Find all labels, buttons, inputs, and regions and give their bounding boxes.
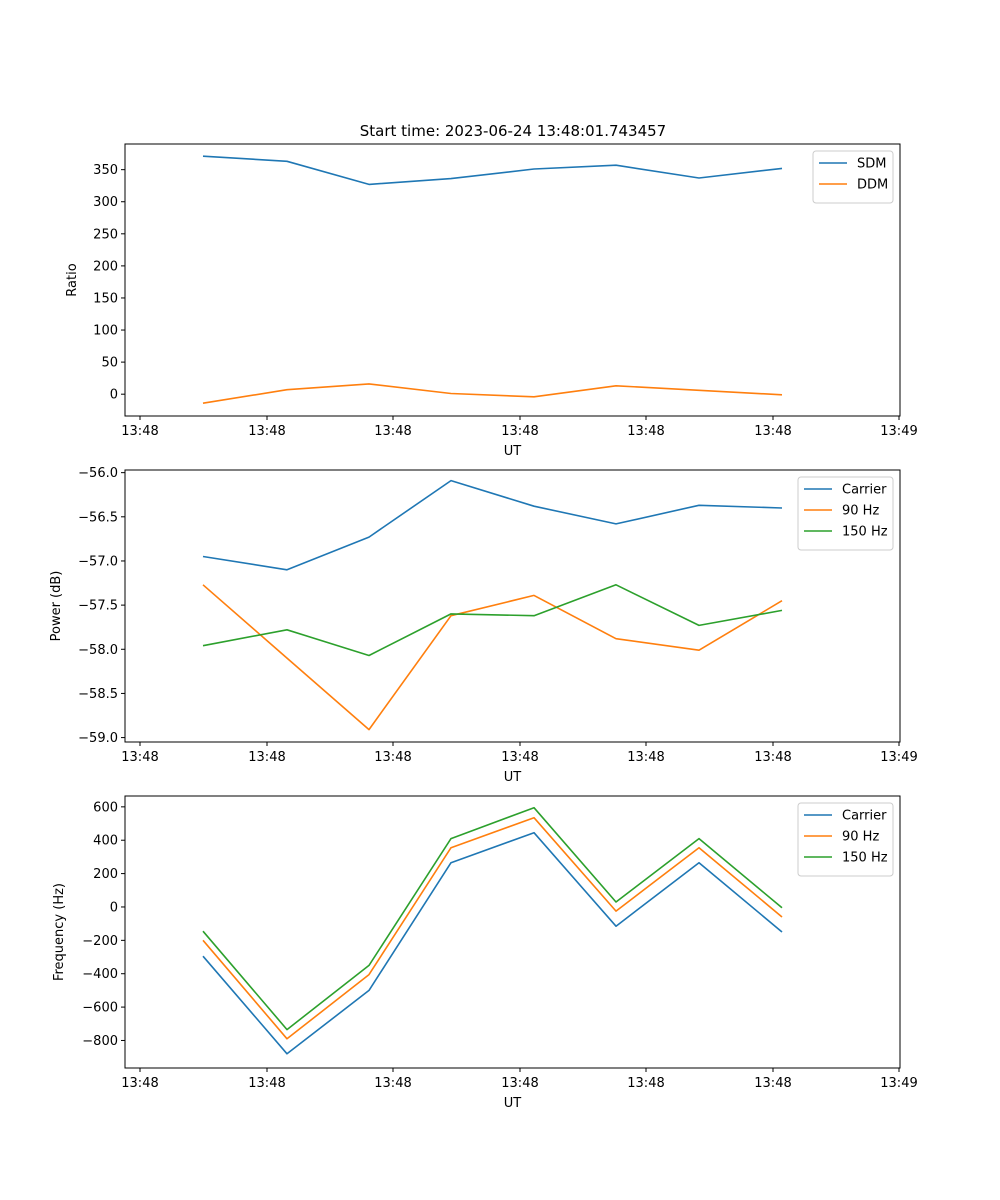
x-axis-label: UT xyxy=(504,1096,522,1111)
x-tick-label: 13:48 xyxy=(374,1076,411,1091)
x-tick-label: 13:48 xyxy=(501,750,538,765)
x-tick-label: 13:48 xyxy=(627,750,664,765)
x-axis-label: UT xyxy=(504,444,522,459)
y-tick-label: 300 xyxy=(93,195,118,210)
axes-frame xyxy=(124,143,901,417)
axes-frame xyxy=(124,469,901,743)
y-tick-label: −200 xyxy=(82,934,118,949)
legend-label: Carrier xyxy=(842,483,887,498)
y-tick-label: 50 xyxy=(101,356,118,371)
x-tick-label: 13:49 xyxy=(880,424,917,439)
chart-panel-2: 13:48 13:48 13:48 13:48 13:48 13:48 13:49 −59.0… xyxy=(49,466,918,785)
y-tick-label: −57.0 xyxy=(78,554,118,569)
y-tick-label: −800 xyxy=(82,1034,118,1049)
x-tick-label: 13:48 xyxy=(627,424,664,439)
series-line-3 xyxy=(202,583,783,657)
y-tick-label: −56.5 xyxy=(78,510,118,525)
x-tick-label: 13:48 xyxy=(627,1076,664,1091)
y-tick-label: 250 xyxy=(93,227,118,242)
y-tick-label: −56.0 xyxy=(78,466,118,481)
y-tick-label: 350 xyxy=(93,163,118,178)
series-line-1 xyxy=(202,155,783,186)
legend-label: Carrier xyxy=(842,809,887,824)
legend-label: SDM xyxy=(857,157,886,172)
x-tick-label: 13:48 xyxy=(754,1076,791,1091)
x-tick-label: 13:48 xyxy=(121,1076,158,1091)
y-axis-label: Power (dB) xyxy=(49,571,64,642)
y-tick-label: 150 xyxy=(93,291,118,306)
chart-panel-1: 13:48 13:48 13:48 13:48 13:48 13:48 13:49 0 50 10… xyxy=(65,143,918,459)
x-tick-label: 13:48 xyxy=(754,750,791,765)
series-line-2 xyxy=(202,383,783,404)
legend-label: 90 Hz xyxy=(842,830,879,845)
legend: Carrier 90 Hz 150 Hz xyxy=(797,802,894,877)
legend-label: 150 Hz xyxy=(842,851,888,866)
x-tick-label: 13:49 xyxy=(880,750,917,765)
series-line-2 xyxy=(202,584,783,731)
legend: SDM DDM xyxy=(812,150,894,204)
x-tick-label: 13:48 xyxy=(374,424,411,439)
legend-label: 150 Hz xyxy=(842,525,888,540)
y-tick-label: −600 xyxy=(82,1001,118,1016)
y-tick-label: 0 xyxy=(110,900,118,915)
x-tick-label: 13:48 xyxy=(374,750,411,765)
y-tick-label: −57.5 xyxy=(78,599,118,614)
y-tick-label: 600 xyxy=(93,800,118,815)
y-tick-label: 100 xyxy=(93,324,118,339)
x-tick-label: 13:48 xyxy=(248,424,285,439)
y-axis-label: Frequency (Hz) xyxy=(52,883,67,981)
series-line-2 xyxy=(202,816,783,1040)
legend-label: 90 Hz xyxy=(842,504,879,519)
chart-panel-3: 13:48 13:48 13:48 13:48 13:48 13:48 13:49 −800 −… xyxy=(52,795,918,1111)
figure-title: Start time: 2023-06-24 13:48:01.743457 xyxy=(360,122,666,140)
y-tick-label: 200 xyxy=(93,867,118,882)
x-tick-label: 13:48 xyxy=(248,1076,285,1091)
series-line-1 xyxy=(202,479,783,571)
y-tick-label: 200 xyxy=(93,259,118,274)
x-tick-label: 13:49 xyxy=(880,1076,917,1091)
y-tick-label: 400 xyxy=(93,834,118,849)
x-tick-label: 13:48 xyxy=(121,750,158,765)
y-tick-label: −58.0 xyxy=(78,643,118,658)
y-axis-label: Ratio xyxy=(65,263,80,296)
series-line-1 xyxy=(202,831,783,1055)
x-tick-label: 13:48 xyxy=(754,424,791,439)
legend: Carrier 90 Hz 150 Hz xyxy=(797,476,894,551)
x-tick-label: 13:48 xyxy=(248,750,285,765)
y-tick-label: −400 xyxy=(82,967,118,982)
x-tick-label: 13:48 xyxy=(501,1076,538,1091)
x-tick-label: 13:48 xyxy=(121,424,158,439)
y-tick-label: −59.0 xyxy=(78,731,118,746)
y-tick-label: 0 xyxy=(110,388,118,403)
y-tick-label: −58.5 xyxy=(78,687,118,702)
axes-frame xyxy=(124,795,901,1069)
x-axis-label: UT xyxy=(504,770,522,785)
legend-box xyxy=(812,150,894,204)
x-tick-label: 13:48 xyxy=(501,424,538,439)
legend-label: DDM xyxy=(857,178,888,193)
series-line-3 xyxy=(202,806,783,1031)
